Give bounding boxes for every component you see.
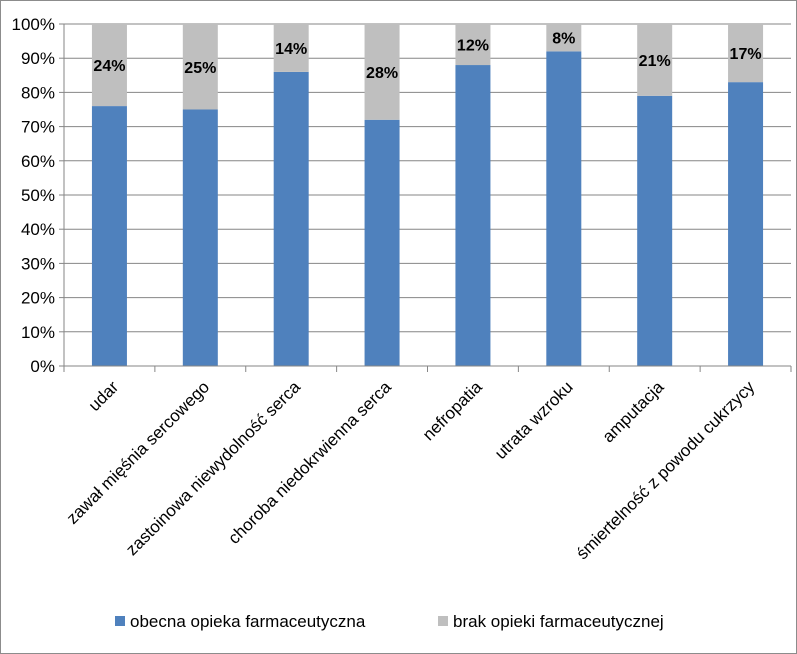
bar-obecna-opieka <box>273 71 309 366</box>
bar-obecna-opieka <box>364 119 400 366</box>
bar-obecna-opieka <box>546 51 582 367</box>
legend-swatch <box>115 616 125 626</box>
bar-brak-opieki <box>91 24 127 107</box>
bars <box>91 24 764 367</box>
bar-obecna-opieka <box>637 95 673 366</box>
bar-brak-opieki <box>637 24 673 96</box>
bar-obecna-opieka <box>455 65 491 366</box>
bar-brak-opieki <box>273 24 309 72</box>
y-tick-label: 70% <box>21 118 55 137</box>
legend-swatch <box>438 616 448 626</box>
bar-obecna-opieka <box>182 109 218 366</box>
data-label: 8% <box>552 31 575 48</box>
y-tick-label: 90% <box>21 49 55 68</box>
gridlines <box>59 23 791 367</box>
legend-label: brak opieki farmaceutycznej <box>453 612 664 631</box>
category-label: choroba niedokrwienna serca <box>224 377 395 548</box>
y-tick-label: 80% <box>21 83 55 102</box>
legend-label: obecna opieka farmaceutyczna <box>130 612 366 631</box>
category-label: utrata wzroku <box>491 377 577 463</box>
axes <box>63 24 792 372</box>
data-label: 21% <box>639 53 671 70</box>
y-tick-label: 60% <box>21 152 55 171</box>
category-label: udar <box>85 377 123 415</box>
y-axis-tick-labels: 0% 10% 20% 30% 40% 50% 60% 70% 80% 90% 100% <box>12 15 55 376</box>
bar-brak-opieki <box>455 24 491 66</box>
bar-obecna-opieka <box>728 82 764 366</box>
bar-brak-opieki <box>728 24 764 83</box>
data-label: 24% <box>93 58 125 75</box>
data-label: 28% <box>366 65 398 82</box>
data-label: 12% <box>457 38 489 55</box>
y-tick-label: 10% <box>21 323 55 342</box>
legend: obecna opieka farmaceutyczna brak opieki … <box>115 612 664 631</box>
y-tick-label: 100% <box>12 15 55 34</box>
y-tick-label: 0% <box>30 357 55 376</box>
category-label: nefropatia <box>419 377 486 444</box>
data-labels: 24% 25% 14% 28% 12% 8% 21% 17% <box>93 31 761 82</box>
bar-brak-opieki <box>364 24 400 120</box>
data-label: 17% <box>730 46 762 63</box>
category-label: amputacja <box>599 377 668 446</box>
bar-obecna-opieka <box>91 106 127 366</box>
bar-brak-opieki <box>546 24 582 52</box>
data-label: 14% <box>275 41 307 58</box>
y-tick-label: 20% <box>21 289 55 308</box>
y-tick-label: 50% <box>21 186 55 205</box>
bar-brak-opieki <box>182 24 218 110</box>
category-label: zastoinowa niewydolność serca <box>122 377 304 559</box>
data-label: 25% <box>184 60 216 77</box>
category-label: śmiertelność z powodu cukrzycy <box>573 377 759 563</box>
y-tick-label: 30% <box>21 254 55 273</box>
y-tick-label: 40% <box>21 220 55 239</box>
